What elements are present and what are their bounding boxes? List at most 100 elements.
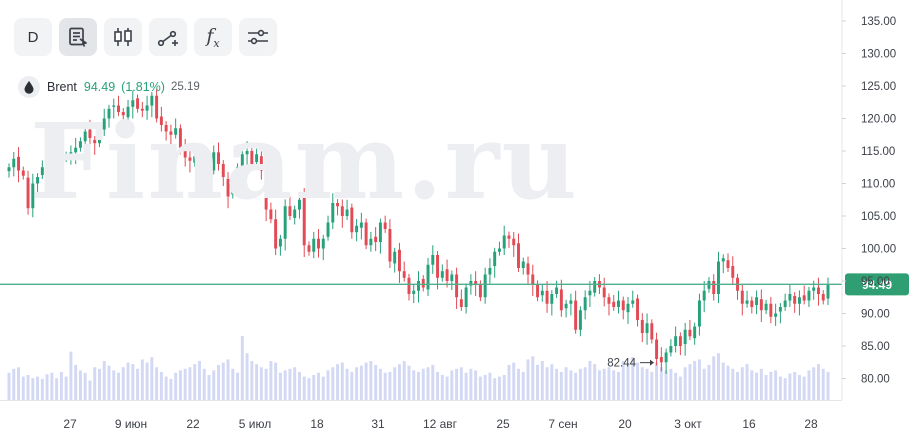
candle-body (274, 219, 278, 249)
candle (497, 241, 501, 256)
candle (817, 277, 820, 306)
candle (602, 277, 606, 307)
candle-body (326, 222, 330, 237)
candle-body (12, 158, 16, 168)
candle (188, 147, 192, 173)
candle-body (712, 281, 716, 294)
candle (207, 166, 211, 197)
volume-bar (612, 370, 616, 400)
chart-settings-button[interactable] (239, 18, 277, 56)
candle (669, 339, 673, 357)
volume-bar (731, 368, 735, 400)
candle (59, 147, 63, 169)
candle-body (678, 336, 682, 346)
candle-body (388, 229, 392, 262)
candle (617, 290, 620, 314)
symbol-logo[interactable] (18, 76, 40, 98)
candle (374, 227, 378, 252)
volume-bar (183, 368, 187, 400)
candle-body (745, 300, 749, 304)
candle (340, 199, 344, 228)
volume-bar (145, 362, 149, 400)
candle (512, 231, 516, 257)
candle-body (283, 206, 287, 239)
candle-body (659, 357, 663, 363)
candle-body (440, 271, 444, 278)
volume-bar (455, 368, 459, 400)
candle (17, 147, 20, 183)
candle (659, 347, 663, 372)
volume-bar (564, 367, 568, 400)
candle-body (36, 177, 40, 184)
study-list-button[interactable] (59, 18, 97, 56)
candle (45, 157, 49, 181)
price-change: (1.81%) (121, 80, 165, 94)
interval-button[interactable]: D (14, 18, 52, 56)
candle-body (583, 297, 587, 311)
x-tick-label: 31 (371, 417, 385, 431)
volume-bar (140, 359, 144, 400)
candle-body (159, 116, 163, 125)
candle (336, 199, 340, 216)
candle (264, 166, 268, 222)
candle-body (574, 300, 578, 330)
candle-body (755, 297, 759, 306)
candle-body (802, 295, 806, 301)
drawing-tools-button[interactable] (149, 18, 187, 56)
volume-bar (464, 372, 468, 400)
candle-body (559, 289, 563, 311)
candle (78, 137, 82, 152)
candle (578, 306, 582, 337)
volume-bar (402, 361, 406, 400)
candle-body (155, 95, 159, 119)
volume-bar (236, 372, 240, 400)
indicators-button[interactable]: fx (194, 18, 232, 56)
candle (193, 152, 197, 167)
candle-body (217, 152, 220, 164)
candle (721, 254, 725, 274)
candle (521, 257, 525, 275)
candle-body (255, 154, 259, 163)
candle-body (412, 290, 416, 294)
volume-bar (531, 356, 535, 400)
candle-body (431, 255, 435, 265)
candle (274, 209, 278, 255)
volume-bar (293, 367, 297, 400)
series-legend: Brent 94.49 (1.81%) 25.19 (18, 76, 200, 98)
candle-body (569, 300, 573, 304)
candle (774, 303, 778, 326)
candle-body (55, 162, 59, 164)
candle (645, 313, 649, 345)
candle-body (17, 156, 20, 171)
time-axis: 27 9 июн 22 5 июл 18 31 12 авг 25 7 сен 20 3 окт 16… (0, 400, 842, 431)
x-tick-label: 25 (496, 417, 510, 431)
candle-body (721, 258, 725, 262)
candle (74, 138, 78, 164)
candle-body (507, 235, 511, 239)
candle-body (578, 310, 582, 330)
candle-body (40, 167, 44, 176)
volume-bar (288, 368, 292, 400)
volume-bar (412, 370, 416, 400)
chart-type-button[interactable] (104, 18, 142, 56)
candle (250, 147, 254, 168)
candle-body (607, 297, 611, 304)
volume-value: 25.19 (170, 81, 200, 93)
candle-body (374, 236, 378, 242)
candle-body (317, 238, 320, 249)
candle (159, 106, 163, 132)
candle-body (497, 248, 501, 252)
volume-bar (569, 370, 573, 400)
candle (393, 247, 397, 273)
candle-body (545, 290, 549, 304)
x-tick-label: 20 (618, 417, 632, 431)
candle (359, 212, 363, 240)
volume-bar (778, 376, 782, 400)
candle (631, 290, 635, 308)
x-tick-label: 28 (804, 417, 818, 431)
volume-bar (421, 368, 425, 400)
candle (640, 313, 644, 343)
candle (431, 245, 435, 274)
y-tick-label: 130.00 (861, 49, 896, 61)
